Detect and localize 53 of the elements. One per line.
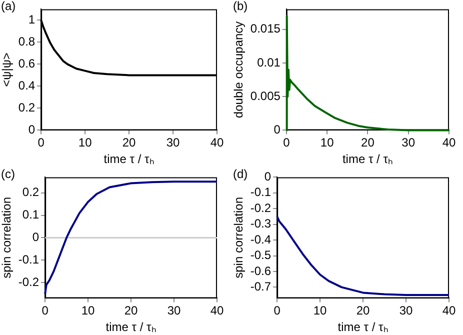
x-axis-title: time τ / τₕ — [104, 152, 154, 166]
x-tick-label: 20 — [361, 136, 375, 150]
x-tick-label: 40 — [442, 304, 456, 318]
x-tick-label: 20 — [122, 136, 136, 150]
y-tick-label: 0.4 — [18, 78, 36, 93]
x-tick-label: 40 — [442, 136, 456, 150]
chart-title: (a) — [1, 0, 16, 13]
y-tick-label: 0.01 — [257, 55, 281, 70]
y-tick-label: -0.4 — [250, 232, 272, 246]
x-axis-title: time τ / τₕ — [106, 320, 156, 334]
x-tick-label: 10 — [81, 304, 96, 318]
y-axis-title: double occupancy — [232, 21, 246, 118]
y-tick-label: -0.2 — [250, 200, 272, 215]
y-tick-label: -0.3 — [250, 216, 272, 231]
y-tick-label: 1 — [28, 12, 36, 27]
y-tick-label: -0.1 — [18, 252, 40, 266]
x-tick-label: 30 — [399, 304, 414, 318]
chart-title: (b) — [233, 0, 248, 13]
y-tick-label: 0.015 — [250, 22, 281, 36]
y-axis-title: spin correlation — [232, 197, 246, 278]
x-tick-label: 40 — [210, 304, 224, 318]
x-tick-label: 10 — [320, 136, 334, 150]
x-tick-label: 10 — [313, 304, 328, 318]
y-tick-label: 0.2 — [22, 185, 40, 200]
y-tick-label: 0 — [274, 122, 281, 137]
y-axis-title: <ψ|ψ> — [0, 52, 14, 87]
x-tick-label: 0 — [283, 136, 290, 150]
chart-title: (c) — [1, 167, 15, 181]
x-tick-label: 10 — [78, 136, 92, 150]
x-tick-label: 30 — [402, 136, 416, 150]
y-tick-label: -0.1 — [250, 185, 272, 200]
y-tick-label: 0.6 — [18, 56, 36, 71]
x-axis-title: time τ / τₕ — [342, 152, 393, 166]
y-tick-label: 0.8 — [18, 34, 36, 49]
x-tick-label: 0 — [42, 304, 49, 318]
y-tick-label: -0.7 — [250, 280, 272, 294]
y-tick-label: -0.6 — [250, 264, 272, 278]
chart-title: (d) — [233, 167, 248, 181]
x-tick-label: 30 — [166, 136, 180, 150]
y-tick-label: 0 — [32, 230, 40, 244]
y-tick-label: 0.005 — [250, 88, 281, 103]
y-tick-label: 0.2 — [18, 100, 36, 115]
x-tick-label: 40 — [210, 136, 224, 150]
x-tick-label: 20 — [124, 304, 138, 318]
y-tick-label: 0.1 — [22, 208, 40, 222]
x-tick-label: 20 — [356, 304, 370, 318]
x-tick-label: 30 — [167, 304, 182, 318]
y-axis-title: spin correlation — [0, 197, 14, 278]
x-axis-title: time τ / τₕ — [338, 320, 388, 334]
y-tick-label: 0 — [28, 122, 36, 137]
y-tick-label: -0.2 — [18, 274, 40, 289]
y-tick-label: 0 — [264, 170, 272, 184]
y-tick-label: -0.5 — [250, 248, 272, 262]
